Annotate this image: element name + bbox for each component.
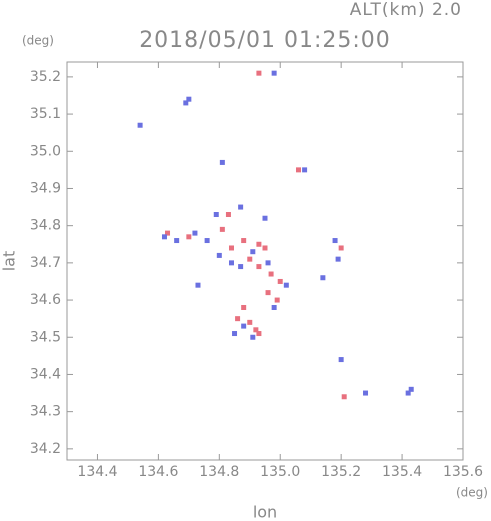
echo-point — [241, 238, 247, 244]
y-tick-label: 35.2 — [30, 69, 61, 85]
echo-point — [228, 245, 234, 251]
echo-point — [277, 278, 283, 284]
echo-point — [235, 316, 241, 322]
plot-frame — [66, 61, 464, 461]
echo-point — [225, 212, 231, 218]
y-tick-label: 34.2 — [30, 441, 61, 457]
y-tick-label: 34.9 — [30, 180, 61, 196]
echo-point — [253, 327, 259, 333]
echo-point — [183, 100, 189, 106]
echo-point — [219, 226, 225, 232]
echo-point — [137, 122, 143, 128]
echo-point — [408, 386, 414, 392]
y-tick-label: 35.1 — [30, 106, 61, 122]
y-tick-label: 34.6 — [30, 292, 61, 308]
echo-point — [320, 275, 326, 281]
echo-point — [262, 215, 268, 221]
echo-point — [338, 357, 344, 363]
echo-point — [302, 167, 308, 173]
altitude-label: ALT(km) 2.0 — [350, 0, 462, 20]
y-tick-label: 34.7 — [30, 255, 61, 271]
echo-point — [241, 323, 247, 329]
x-tick-label: 135.0 — [260, 464, 300, 480]
echo-point — [283, 282, 289, 288]
echo-point — [186, 234, 192, 240]
echo-point — [265, 290, 271, 296]
y-tick-label: 34.3 — [30, 404, 61, 420]
echo-point — [216, 252, 222, 258]
echo-point — [238, 204, 244, 210]
x-tick-label: 135.6 — [443, 464, 483, 480]
chart-title: 2018/05/01 01:25:00 — [139, 28, 391, 53]
echo-point — [238, 264, 244, 270]
echo-point — [213, 212, 219, 218]
echo-point — [265, 260, 271, 266]
echo-point — [338, 245, 344, 251]
echo-point — [296, 167, 302, 173]
echo-point — [256, 264, 262, 270]
y-axis-label: lat — [0, 251, 19, 272]
echo-point — [192, 230, 198, 236]
echo-point — [250, 334, 256, 340]
x-axis-label: lon — [253, 503, 277, 521]
x-tick-label: 134.6 — [138, 464, 178, 480]
echo-point — [174, 238, 180, 244]
echo-point — [195, 282, 201, 288]
echo-point — [241, 304, 247, 310]
y-tick-label: 34.4 — [30, 366, 61, 382]
echo-point — [271, 304, 277, 310]
echo-point — [232, 331, 238, 337]
echo-point — [332, 238, 338, 244]
echo-point — [247, 256, 253, 262]
echo-point — [219, 159, 225, 165]
echo-point — [274, 297, 280, 303]
x-tick-label: 135.2 — [321, 464, 361, 480]
x-unit: (deg) — [456, 486, 488, 500]
echo-point — [161, 234, 167, 240]
y-tick-label: 34.8 — [30, 218, 61, 234]
echo-point — [165, 230, 171, 236]
echo-point — [256, 331, 262, 337]
echo-point — [186, 96, 192, 102]
echo-point — [204, 238, 210, 244]
echo-point — [247, 319, 253, 325]
y-tick-label: 34.5 — [30, 329, 61, 345]
echo-point — [228, 260, 234, 266]
y-tick-label: 35.0 — [30, 143, 61, 159]
x-tick-label: 134.4 — [77, 464, 117, 480]
x-tick-label: 134.8 — [199, 464, 239, 480]
y-unit: (deg) — [22, 34, 54, 48]
echo-point — [341, 394, 347, 400]
x-tick-label: 135.4 — [382, 464, 422, 480]
echo-point — [250, 249, 256, 255]
echo-point — [262, 245, 268, 251]
echo-point — [335, 256, 341, 262]
echo-point — [256, 70, 262, 76]
echo-point — [256, 241, 262, 247]
echo-point — [363, 390, 369, 396]
echo-point — [271, 70, 277, 76]
echo-point — [268, 271, 274, 277]
echo-point — [405, 390, 411, 396]
